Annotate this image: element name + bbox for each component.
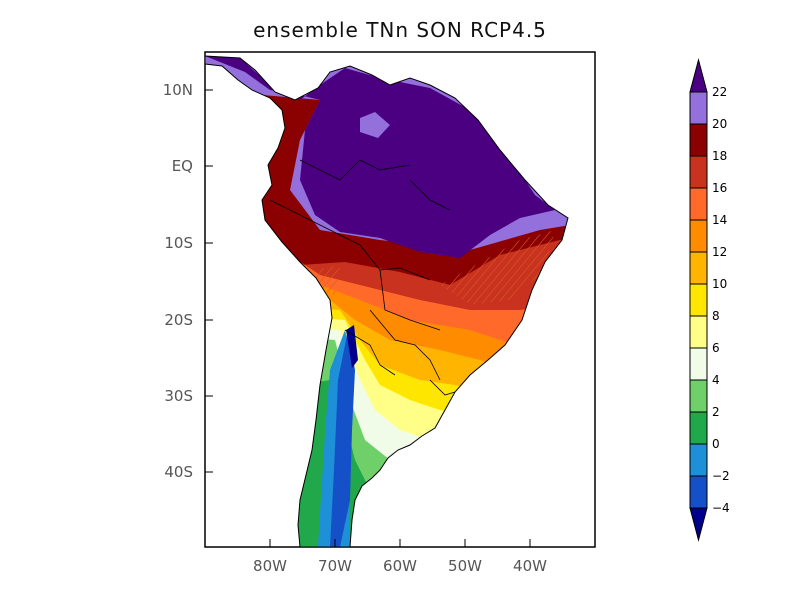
colorbar-label: 10 [712, 277, 727, 291]
colorbar-swatch [689, 443, 708, 477]
colorbar-extend-bottom [689, 507, 708, 542]
longitude-labels: 80W 70W 60W 50W 40W [253, 557, 547, 575]
lat-label: 30S [164, 387, 193, 405]
colorbar-label: 12 [712, 245, 727, 259]
colorbar-swatch [689, 411, 708, 445]
lon-label: 70W [318, 557, 352, 575]
colorbar-label: 8 [712, 309, 720, 323]
colorbar-label: 14 [712, 213, 727, 227]
colorbar-label: 0 [712, 437, 720, 451]
colorbar-swatch [689, 251, 708, 285]
colorbar-swatch [689, 219, 708, 253]
lon-label: 40W [513, 557, 547, 575]
lon-label: 60W [383, 557, 417, 575]
latitude-labels: 10N EQ 10S 20S 30S 40S [163, 81, 193, 481]
coastline [205, 55, 569, 547]
colorbar-swatch [689, 379, 708, 413]
lat-label: EQ [172, 157, 193, 175]
lon-label: 80W [253, 557, 287, 575]
colorbar-swatch [689, 283, 708, 317]
colorbar-label: 20 [712, 117, 727, 131]
colorbar-label: 6 [712, 341, 720, 355]
axis-ticks [205, 89, 531, 547]
colorbar-label: 4 [712, 373, 720, 387]
map-title: ensemble TNn SON RCP4.5 [253, 18, 547, 42]
colorbar-label: −4 [712, 501, 730, 515]
lat-label: 40S [164, 463, 193, 481]
country-borders [269, 159, 456, 396]
colorbar-label: −2 [712, 469, 730, 483]
colorbar-swatch [689, 123, 708, 157]
colorbar-swatch [689, 187, 708, 221]
colorbar-swatch [689, 91, 708, 125]
colorbar-swatch [689, 475, 708, 509]
lat-label: 20S [164, 311, 193, 329]
colorbar-label: 18 [712, 149, 727, 163]
colorbar-label: 22 [712, 85, 727, 99]
lat-label: 10N [163, 81, 193, 99]
colorbar-label: 16 [712, 181, 727, 195]
lat-label: 10S [164, 234, 193, 252]
colorbar-label: 2 [712, 405, 720, 419]
colorbar-swatch [689, 155, 708, 189]
lon-label: 50W [448, 557, 482, 575]
colorbar-extend-top [689, 58, 708, 93]
colorbar-swatch [689, 347, 708, 381]
colorbar-swatch [689, 315, 708, 349]
